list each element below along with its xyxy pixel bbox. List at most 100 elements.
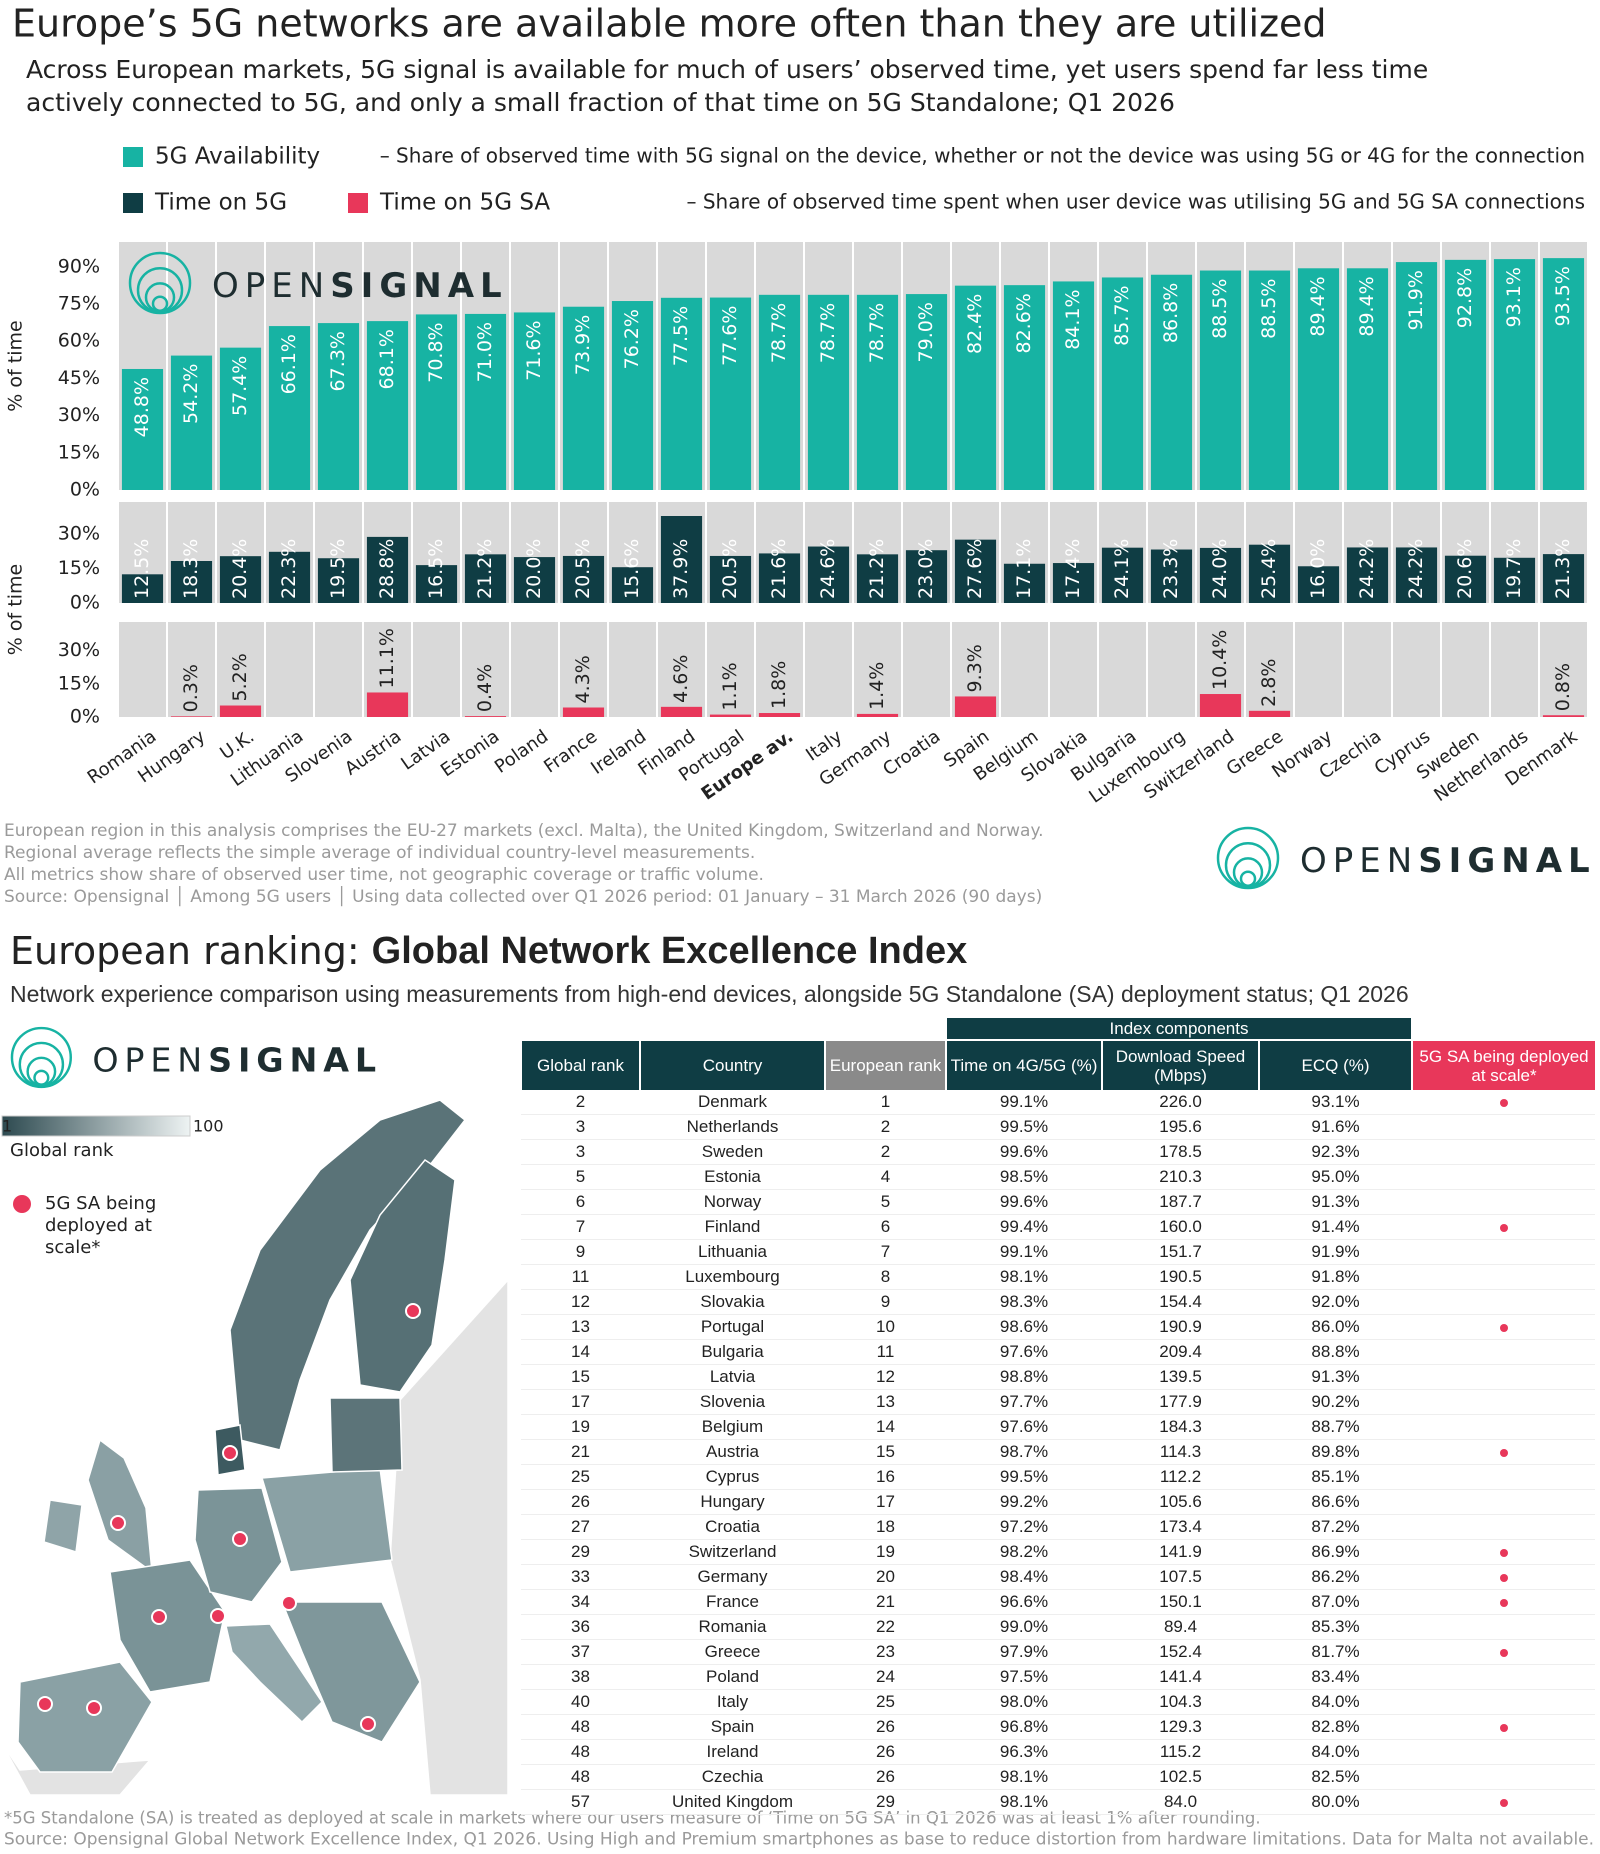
cell: Netherlands <box>640 1114 825 1140</box>
footnote: Source: Opensignal Global Network Excell… <box>4 1830 1594 1849</box>
logo-text: OPENSIGNAL <box>212 266 508 306</box>
bar <box>1346 547 1389 603</box>
cell: Sweden <box>640 1139 825 1165</box>
cell: 178.5 <box>1102 1139 1260 1165</box>
chart-subtitle: actively connected to 5G, and only a sma… <box>26 88 1175 117</box>
value-label: 20.6% <box>1454 539 1476 599</box>
cell: 19 <box>521 1414 640 1440</box>
table-row: 5 Estonia 4 98.5% 210.3 95.0% <box>521 1164 1596 1190</box>
chart-title: Europe’s 5G networks are available more … <box>12 2 1327 46</box>
cell: 91.3% <box>1259 1364 1413 1390</box>
value-label: 82.6% <box>1013 293 1035 353</box>
cell: 97.2% <box>946 1514 1103 1540</box>
logo-signal: SIGNAL <box>330 266 507 306</box>
cell: 89.8% <box>1259 1439 1413 1465</box>
cell: 107.5 <box>1102 1564 1260 1590</box>
table-row: 9 Lithuania 7 99.1% 151.7 91.9% <box>521 1239 1596 1265</box>
cell <box>1412 1214 1596 1240</box>
cell: 141.4 <box>1102 1664 1260 1690</box>
legend-label: Time on 5G <box>154 190 287 216</box>
map-country <box>225 1623 323 1724</box>
cell: 98.8% <box>946 1364 1103 1390</box>
y-tick-label: 15% <box>58 672 100 694</box>
panel-bg <box>1442 622 1489 717</box>
group-header: Index components <box>945 1018 1413 1040</box>
sa-legend: deployed at <box>45 1215 152 1236</box>
panel-bg <box>609 622 656 717</box>
cell: 11 <box>825 1339 947 1365</box>
panel-bg <box>1540 622 1587 717</box>
panel-bg <box>1246 622 1293 717</box>
cell: 98.1% <box>946 1764 1103 1790</box>
value-label: 5.2% <box>229 653 251 701</box>
cell: 96.8% <box>946 1714 1103 1740</box>
map-country <box>280 1601 421 1743</box>
cell: Lithuania <box>640 1239 825 1265</box>
value-label: 66.1% <box>278 334 300 394</box>
bar <box>954 696 997 717</box>
sa-dot <box>37 1696 53 1712</box>
cell: Switzerland <box>640 1539 825 1565</box>
table-row: 15 Latvia 12 98.8% 139.5 91.3% <box>521 1364 1596 1390</box>
cell: 86.0% <box>1259 1314 1413 1340</box>
panel-bg <box>1344 622 1391 717</box>
value-label: 16.5% <box>425 539 447 599</box>
sa-dot <box>1499 1799 1508 1807</box>
table-row: 26 Hungary 17 99.2% 105.6 86.6% <box>521 1489 1596 1515</box>
cell: 87.0% <box>1259 1589 1413 1615</box>
value-label: 70.8% <box>425 322 447 382</box>
sa-dot <box>1499 1324 1508 1332</box>
value-label: 93.5% <box>1552 266 1574 326</box>
bar <box>170 716 213 717</box>
cell: 91.3% <box>1259 1189 1413 1215</box>
table-row: 33 Germany 20 98.4% 107.5 86.2% <box>521 1564 1596 1590</box>
cell <box>1412 1164 1596 1190</box>
bar <box>1199 270 1242 490</box>
panel-bg <box>756 622 803 717</box>
value-label: 12.5% <box>131 539 153 599</box>
logo-signal: SIGNAL <box>208 1040 382 1079</box>
value-label: 21.3% <box>1552 539 1574 599</box>
bar <box>758 294 801 490</box>
rank-label: Global rank <box>10 1140 114 1161</box>
legend-swatch <box>123 193 143 213</box>
legend-note: – Share of observed time with 5G signal … <box>380 144 1585 168</box>
panel-bg <box>1050 622 1097 717</box>
panel-bg <box>1491 622 1538 717</box>
cell: 25 <box>825 1689 947 1715</box>
column-header: Country <box>639 1039 825 1090</box>
legend-swatch <box>348 193 368 213</box>
sa-dot <box>1499 1649 1508 1657</box>
y-tick-label: 30% <box>58 639 100 661</box>
cell: 17 <box>521 1389 640 1415</box>
rank-max: 100 <box>193 1117 224 1136</box>
cell <box>1412 1464 1596 1490</box>
value-label: 71.6% <box>523 320 545 380</box>
bar <box>317 323 360 490</box>
table-row: 57 United Kingdom 29 98.1% 84.0 80.0% <box>521 1789 1596 1815</box>
panel-bg <box>217 622 264 717</box>
cell: 105.6 <box>1102 1489 1260 1515</box>
cell: 98.3% <box>946 1289 1103 1315</box>
bar <box>1346 268 1389 490</box>
panel-bg <box>805 622 852 717</box>
value-label: 82.4% <box>964 294 986 354</box>
cell <box>1412 1264 1596 1290</box>
bar <box>709 714 752 717</box>
value-label: 37.9% <box>670 539 692 599</box>
bar <box>1395 547 1438 603</box>
cell: 37 <box>521 1639 640 1665</box>
cell: 29 <box>521 1539 640 1565</box>
cell: 29 <box>825 1789 947 1815</box>
sa-dot <box>1499 1724 1508 1732</box>
value-label: 92.8% <box>1454 268 1476 328</box>
cell: 16 <box>825 1464 947 1490</box>
cell: 33 <box>521 1564 640 1590</box>
cell: 86.2% <box>1259 1564 1413 1590</box>
cell: 195.6 <box>1102 1114 1260 1140</box>
value-label: 24.2% <box>1405 539 1427 599</box>
value-label: 0.8% <box>1552 663 1574 711</box>
cell: 8 <box>825 1264 947 1290</box>
column-header: Time on 4G/5G (%) <box>945 1039 1103 1090</box>
